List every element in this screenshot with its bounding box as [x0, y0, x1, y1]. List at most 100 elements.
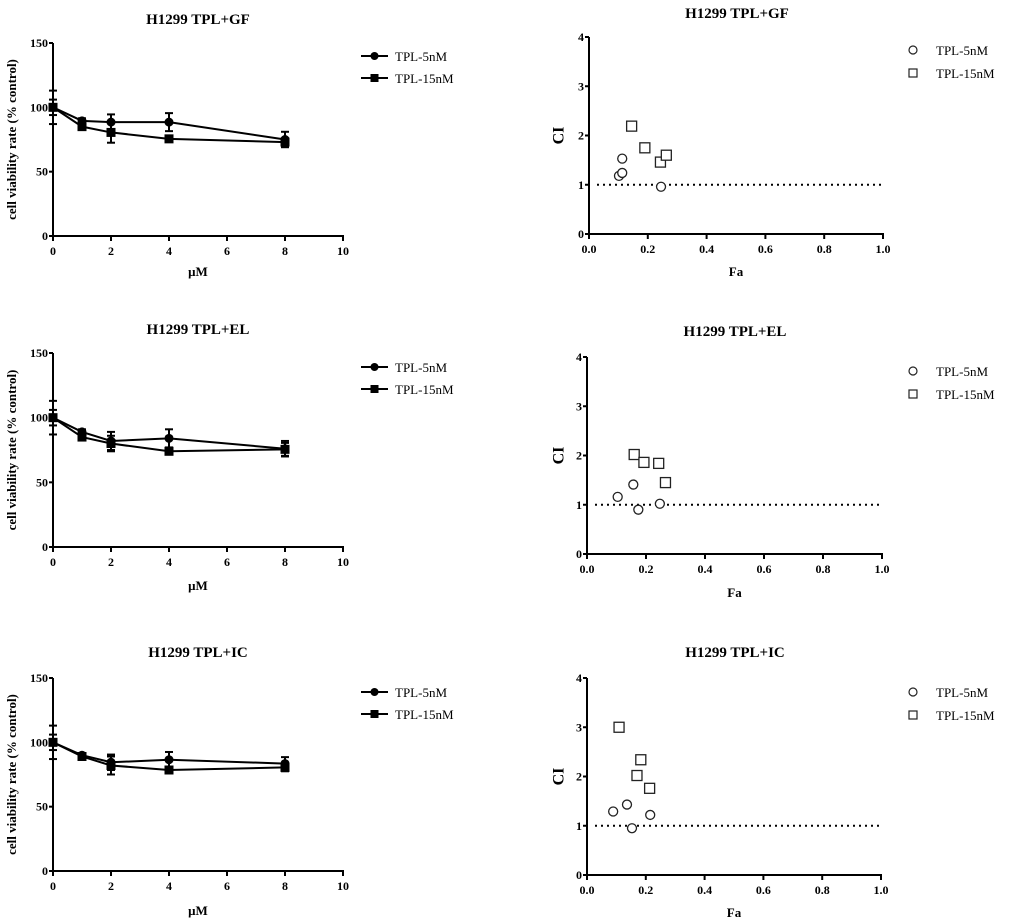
x-tick-label: 1.0 — [874, 883, 889, 897]
data-point — [654, 156, 667, 168]
chart-title: H1299 TPL+EL — [684, 324, 787, 340]
y-tick-label: 0 — [42, 540, 48, 554]
y-tick-label: 150 — [30, 346, 48, 360]
legend-item: TPL-15nM — [361, 707, 454, 722]
x-tick-label: 0 — [50, 555, 56, 569]
data-point — [633, 504, 644, 515]
legend-marker — [370, 385, 379, 393]
legend-label: TPL-15nM — [936, 387, 995, 402]
x-axis-label: μM — [188, 578, 208, 593]
y-tick-label: 3 — [576, 720, 582, 734]
legend-label: TPL-15nM — [936, 66, 995, 81]
legend-label: TPL-5nM — [936, 43, 988, 58]
legend-item: TPL-5nM — [361, 685, 447, 700]
y-tick-label: 0 — [42, 864, 48, 878]
x-tick-label: 0.4 — [697, 883, 712, 897]
x-tick-label: 0.8 — [816, 562, 831, 576]
data-point — [654, 498, 666, 509]
series-TPL-5nM — [608, 799, 656, 834]
x-tick-label: 0.6 — [757, 562, 772, 576]
x-axis-label: μM — [188, 264, 208, 279]
legend-label: TPL-15nM — [395, 71, 454, 86]
x-axis-label: μM — [188, 903, 208, 918]
data-point — [621, 799, 633, 810]
series-TPL-15nM — [48, 408, 290, 457]
y-tick-label: 100 — [30, 411, 48, 425]
x-tick-label: 4 — [166, 555, 172, 569]
legend-marker — [370, 688, 379, 696]
x-tick-label: 0.4 — [699, 242, 714, 256]
chart-panel-viability-el: H1299 TPL+EL 0 50 100 150 0 2 4 6 8 10 μM cell viabi… — [4, 322, 454, 593]
chart-panel-viability-ic: H1299 TPL+IC 0 50 100 150 0 2 4 6 8 10 μM cell viabi… — [4, 645, 454, 918]
data-point — [48, 737, 58, 747]
data-point — [638, 456, 650, 469]
legend-item: TPL-5nM — [908, 364, 988, 379]
y-tick-label: 150 — [30, 36, 48, 50]
legend-label: TPL-5nM — [936, 364, 988, 379]
data-point — [617, 167, 628, 179]
data-point — [164, 117, 174, 127]
legend-marker — [908, 687, 918, 697]
y-tick-label: 1 — [576, 819, 582, 833]
data-point — [608, 806, 619, 817]
legend-label: TPL-15nM — [936, 708, 995, 723]
legend-marker — [370, 74, 379, 82]
chart-title: H1299 TPL+GF — [146, 12, 250, 28]
y-axis-label: cell viability rate (% control) — [4, 59, 19, 220]
x-tick-label: 0.2 — [638, 883, 653, 897]
data-point — [48, 102, 58, 112]
x-tick-label: 8 — [282, 244, 288, 258]
data-point — [628, 479, 639, 490]
data-point — [635, 754, 647, 766]
data-point — [660, 149, 672, 161]
legend-item: TPL-5nM — [361, 49, 447, 64]
y-tick-label: 50 — [36, 475, 48, 489]
data-point — [625, 120, 638, 132]
data-point — [164, 433, 174, 443]
x-tick-label: 10 — [337, 244, 349, 258]
legend-item: TPL-15nM — [361, 382, 454, 397]
x-axis-label: Fa — [727, 905, 742, 920]
series-TPL-15nM — [628, 448, 672, 489]
y-tick-label: 50 — [36, 165, 48, 179]
y-tick-label: 0 — [576, 868, 582, 882]
x-tick-label: 0.4 — [698, 562, 713, 576]
legend-label: TPL-15nM — [395, 382, 454, 397]
data-point — [164, 755, 174, 765]
data-point — [164, 134, 174, 144]
chart-title: H1299 TPL+IC — [148, 645, 248, 661]
x-tick-label: 0.2 — [640, 242, 655, 256]
data-point — [653, 457, 665, 470]
x-tick-label: 10 — [337, 555, 349, 569]
data-point — [106, 760, 116, 770]
series-TPL-15nM — [613, 721, 656, 794]
y-tick-label: 150 — [30, 671, 48, 685]
data-point — [639, 142, 651, 154]
y-axis-label: CI — [551, 127, 568, 145]
x-tick-label: 6 — [224, 555, 230, 569]
data-point — [659, 476, 672, 489]
legend-marker — [908, 68, 918, 78]
data-point — [280, 444, 290, 454]
y-tick-label: 1 — [578, 178, 584, 192]
data-point — [280, 137, 290, 147]
x-tick-label: 0.6 — [758, 242, 773, 256]
legend-marker — [908, 710, 918, 720]
y-tick-label: 4 — [576, 671, 582, 685]
data-point — [617, 153, 628, 164]
y-tick-label: 2 — [578, 129, 584, 143]
chart-panel-ci-gf: H1299 TPL+GF 0 1 2 3 4 0.0 0.2 0.4 0.6 0.8 1.0 Fa CI T… — [551, 6, 995, 279]
legend-label: TPL-15nM — [395, 707, 454, 722]
data-point — [106, 127, 116, 137]
x-tick-label: 4 — [166, 244, 172, 258]
legend-marker — [370, 710, 379, 718]
x-tick-label: 8 — [282, 879, 288, 893]
x-tick-label: 6 — [224, 879, 230, 893]
data-point — [645, 809, 656, 821]
data-point — [77, 122, 87, 132]
y-tick-label: 3 — [576, 399, 582, 413]
x-tick-label: 0.0 — [582, 242, 597, 256]
x-tick-label: 0.8 — [815, 883, 830, 897]
x-axis-label: Fa — [727, 585, 742, 600]
